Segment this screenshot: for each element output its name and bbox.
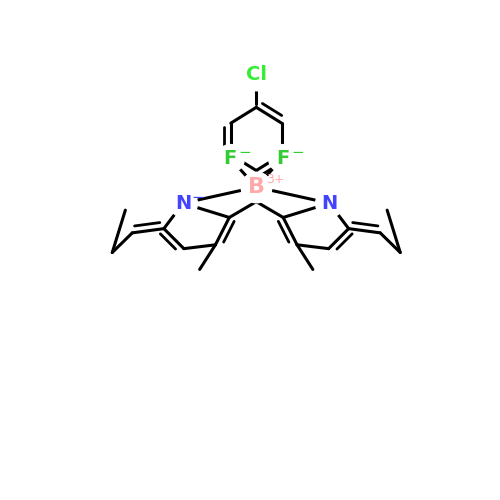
Text: −: −	[238, 145, 252, 160]
Text: F: F	[276, 148, 289, 168]
Text: N: N	[175, 194, 191, 212]
Text: −: −	[291, 145, 304, 160]
Text: F: F	[224, 148, 236, 168]
Text: B: B	[248, 177, 265, 197]
Text: N: N	[322, 194, 338, 212]
Text: Cl: Cl	[246, 65, 267, 84]
Text: −: −	[192, 190, 204, 205]
Text: 3+: 3+	[266, 173, 284, 186]
